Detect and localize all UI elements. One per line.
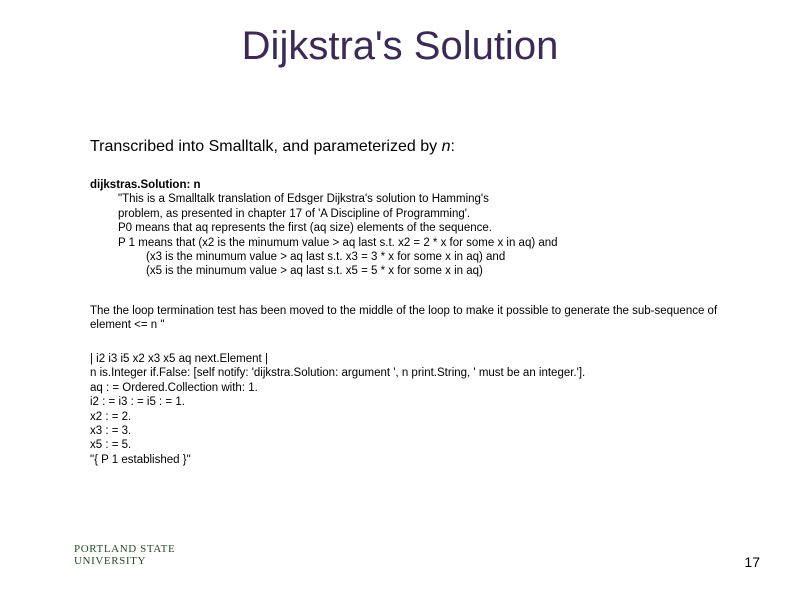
logo-line-1: PORTLAND STATE (74, 544, 214, 556)
code-stmt-line: "{ P 1 established }" (90, 454, 191, 466)
code-comment-line: P 1 means that (x2 is the minumum value … (118, 236, 740, 250)
code-comment-line: P0 means that aq represents the first (a… (118, 221, 740, 235)
code-comment-line: "This is a Smalltalk translation of Edsg… (118, 192, 740, 206)
slide-title: Dijkstra's Solution (0, 24, 800, 69)
code-stmt-line: x3 : = 3. (90, 425, 131, 437)
subtitle-prefix: Transcribed into Smalltalk, and paramete… (90, 138, 442, 155)
slide-subtitle: Transcribed into Smalltalk, and paramete… (90, 138, 455, 156)
code-block-2: | i2 i3 i5 x2 x3 x5 aq next.Element | n … (90, 352, 740, 467)
slide: Dijkstra's Solution Transcribed into Sma… (0, 0, 800, 600)
code-stmt-line: x2 : = 2. (90, 411, 131, 423)
page-number: 17 (744, 554, 760, 570)
code-block-1: dijkstras.Solution: n "This is a Smallta… (90, 178, 740, 279)
code-comment-line: problem, as presented in chapter 17 of '… (118, 207, 740, 221)
code-stmt-line: aq : = Ordered.Collection with: 1. (90, 382, 258, 394)
code-stmt-line: x5 : = 5. (90, 439, 131, 451)
code-comment-inner-line: (x5 is the minumum value > aq last s.t. … (146, 264, 740, 278)
university-logo: PORTLAND STATE UNIVERSITY (74, 544, 214, 574)
code-comment-inner-line: (x3 is the minumum value > aq last s.t. … (146, 250, 740, 264)
code-header: dijkstras.Solution: n (90, 179, 201, 191)
code-stmt-line: | i2 i3 i5 x2 x3 x5 aq next.Element | (90, 353, 268, 365)
code-stmt-line: n is.Integer if.False: [self notify: 'di… (90, 367, 585, 379)
subtitle-suffix: : (450, 138, 454, 155)
code-middle-paragraph: The the loop termination test has been m… (90, 304, 740, 333)
code-stmt-line: i2 : = i3 : = i5 : = 1. (90, 396, 185, 408)
logo-line-2: UNIVERSITY (74, 556, 214, 568)
